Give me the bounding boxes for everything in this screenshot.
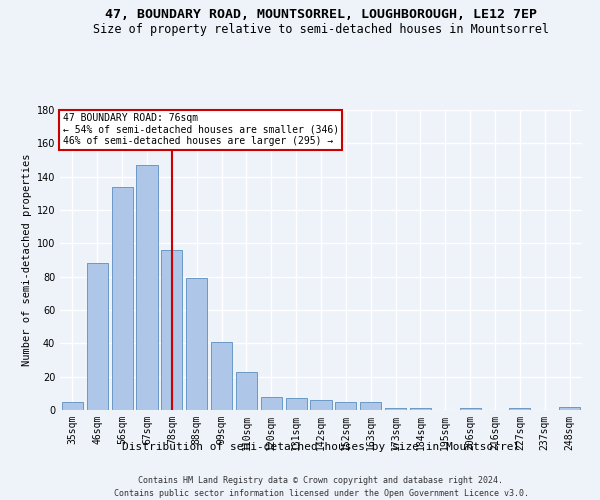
- Bar: [286, 398, 307, 410]
- Text: Contains HM Land Registry data © Crown copyright and database right 2024.
Contai: Contains HM Land Registry data © Crown c…: [113, 476, 529, 498]
- Text: Distribution of semi-detached houses by size in Mountsorrel: Distribution of semi-detached houses by …: [122, 442, 520, 452]
- Text: Size of property relative to semi-detached houses in Mountsorrel: Size of property relative to semi-detach…: [93, 22, 549, 36]
- Bar: [161, 250, 182, 410]
- Bar: [211, 342, 232, 410]
- Bar: [335, 402, 356, 410]
- Text: 47 BOUNDARY ROAD: 76sqm
← 54% of semi-detached houses are smaller (346)
46% of s: 47 BOUNDARY ROAD: 76sqm ← 54% of semi-de…: [62, 113, 339, 146]
- Bar: [136, 165, 158, 410]
- Bar: [559, 406, 580, 410]
- Bar: [310, 400, 332, 410]
- Bar: [385, 408, 406, 410]
- Bar: [62, 402, 83, 410]
- Bar: [112, 186, 133, 410]
- Bar: [410, 408, 431, 410]
- Y-axis label: Number of semi-detached properties: Number of semi-detached properties: [22, 154, 32, 366]
- Bar: [261, 396, 282, 410]
- Text: 47, BOUNDARY ROAD, MOUNTSORREL, LOUGHBOROUGH, LE12 7EP: 47, BOUNDARY ROAD, MOUNTSORREL, LOUGHBOR…: [105, 8, 537, 20]
- Bar: [186, 278, 207, 410]
- Bar: [87, 264, 108, 410]
- Bar: [236, 372, 257, 410]
- Bar: [509, 408, 530, 410]
- Bar: [460, 408, 481, 410]
- Bar: [360, 402, 381, 410]
